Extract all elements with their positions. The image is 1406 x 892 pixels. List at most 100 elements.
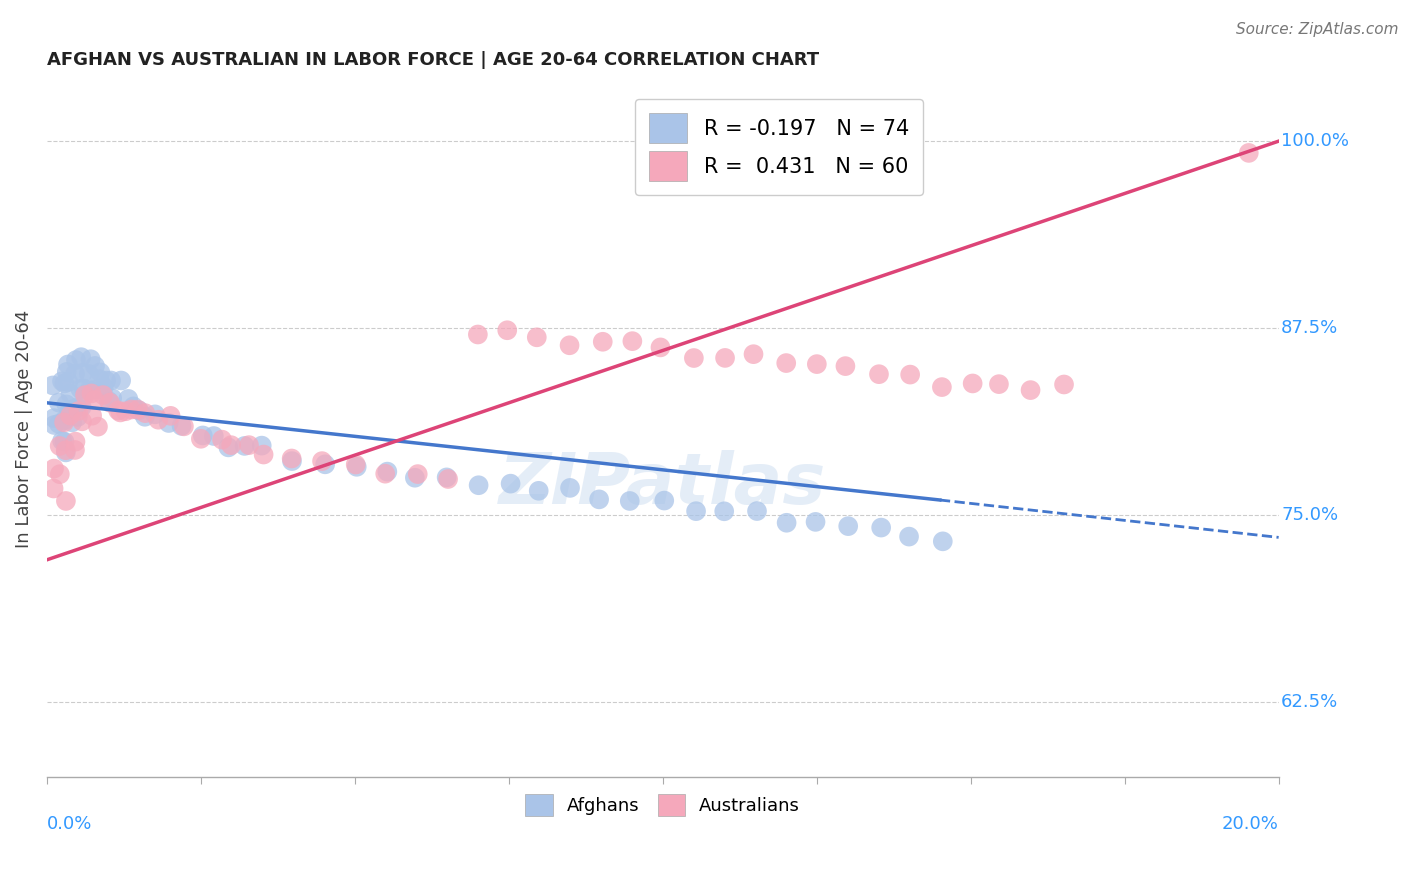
Point	[496, 323, 519, 337]
Point	[70, 350, 93, 364]
Point	[987, 377, 1010, 392]
Point	[59, 386, 82, 401]
Point	[898, 368, 921, 382]
Point	[48, 417, 70, 431]
Point	[499, 476, 522, 491]
Point	[219, 438, 242, 452]
Point	[89, 365, 111, 379]
Point	[742, 347, 765, 361]
Point	[202, 429, 225, 443]
Point	[134, 406, 156, 420]
Point	[344, 458, 367, 472]
Point	[148, 413, 170, 427]
Point	[55, 445, 77, 459]
Text: 0.0%: 0.0%	[46, 815, 93, 833]
Point	[44, 417, 66, 432]
Point	[683, 351, 706, 365]
Point	[588, 492, 610, 507]
Point	[42, 461, 65, 475]
Point	[42, 482, 65, 496]
Point	[89, 372, 111, 386]
Point	[157, 416, 180, 430]
Point	[48, 395, 70, 409]
Point	[72, 366, 94, 380]
Point	[775, 516, 797, 530]
Point	[55, 365, 77, 379]
Point	[134, 409, 156, 424]
Point	[346, 459, 368, 474]
Point	[128, 403, 150, 417]
Point	[101, 391, 124, 405]
Point	[63, 367, 86, 381]
Text: 20.0%: 20.0%	[1222, 815, 1278, 833]
Point	[66, 400, 89, 414]
Point	[868, 367, 890, 381]
Point	[437, 472, 460, 486]
Point	[932, 534, 955, 549]
Point	[526, 330, 548, 344]
Point	[59, 403, 82, 417]
Point	[58, 375, 80, 389]
Point	[714, 351, 737, 365]
Text: 87.5%: 87.5%	[1281, 319, 1339, 337]
Point	[49, 467, 72, 482]
Point	[82, 409, 104, 423]
Point	[48, 439, 70, 453]
Point	[806, 357, 828, 371]
Point	[375, 465, 398, 479]
Text: 75.0%: 75.0%	[1281, 506, 1339, 524]
Point	[87, 419, 110, 434]
Point	[558, 481, 581, 495]
Point	[53, 413, 76, 427]
Point	[42, 411, 65, 425]
Point	[713, 504, 735, 518]
Point	[650, 340, 672, 354]
Point	[93, 380, 115, 394]
Point	[65, 434, 87, 449]
Point	[159, 409, 181, 423]
Point	[467, 327, 489, 342]
Point	[100, 374, 122, 388]
Point	[127, 402, 149, 417]
Point	[107, 403, 129, 417]
Text: Source: ZipAtlas.com: Source: ZipAtlas.com	[1236, 22, 1399, 37]
Point	[51, 434, 73, 448]
Point	[870, 520, 893, 534]
Point	[79, 384, 101, 398]
Point	[97, 394, 120, 409]
Point	[77, 367, 100, 381]
Point	[1053, 377, 1076, 392]
Legend: Afghans, Australians: Afghans, Australians	[510, 780, 814, 830]
Point	[962, 376, 984, 391]
Point	[170, 418, 193, 433]
Point	[114, 404, 136, 418]
Point	[233, 439, 256, 453]
Point	[745, 504, 768, 518]
Point	[70, 400, 93, 414]
Point	[83, 393, 105, 408]
Point	[211, 433, 233, 447]
Point	[60, 415, 83, 429]
Point	[931, 380, 953, 394]
Point	[238, 438, 260, 452]
Point	[73, 382, 96, 396]
Point	[404, 471, 426, 485]
Point	[55, 443, 77, 458]
Point	[190, 432, 212, 446]
Point	[51, 374, 73, 388]
Point	[621, 334, 644, 348]
Point	[281, 454, 304, 468]
Point	[80, 386, 103, 401]
Text: 100.0%: 100.0%	[1281, 132, 1350, 150]
Point	[280, 451, 302, 466]
Point	[217, 441, 239, 455]
Point	[65, 353, 87, 368]
Point	[558, 338, 581, 352]
Point	[804, 515, 827, 529]
Point	[436, 470, 458, 484]
Point	[73, 388, 96, 402]
Point	[55, 494, 77, 508]
Point	[42, 378, 65, 392]
Point	[527, 483, 550, 498]
Point	[70, 414, 93, 428]
